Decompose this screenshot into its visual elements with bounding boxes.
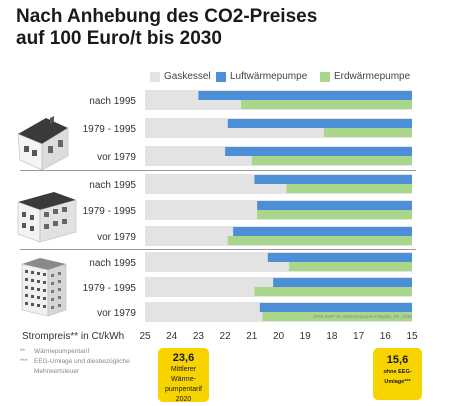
category-label-5: 1979 - 1995 (83, 206, 137, 217)
legend-swatch-erdwaermepumpe (320, 71, 330, 82)
bar-luftwaermepumpe-5 (257, 201, 412, 210)
callout-1-label-line1: Mittlerer (170, 366, 197, 373)
bars-layer (145, 90, 412, 322)
callout-1-label-line4: 2020 (175, 396, 192, 403)
callout-2-value: 15,6 (386, 354, 409, 366)
legend-label-erdwaermepumpe: Erdwärmepumpe (334, 71, 411, 82)
footnote-1-text: Wärmepumpentarif (34, 348, 90, 355)
apartment-tower-icon (21, 258, 67, 317)
chart-legend: Gaskessel Luftwärmepumpe Erdwärmepumpe (150, 71, 430, 85)
callout-1-label-line2: Wärme- (171, 376, 196, 383)
legend-item-luftwaermepumpe: Luftwärmepumpe (216, 71, 307, 82)
bar-luftwaermepumpe-4 (254, 175, 412, 184)
legend-item-gaskessel: Gaskessel (150, 71, 211, 82)
callout-without-eeg-levy: 15,6 ohne EEG- Umlage*** (373, 348, 422, 400)
category-label-9: vor 1979 (97, 308, 136, 319)
single-family-house-icon (17, 116, 69, 171)
category-label-8: 1979 - 1995 (83, 283, 137, 294)
bar-erdwaermepumpe-9 (262, 312, 412, 321)
bar-luftwaermepumpe-1 (198, 91, 412, 100)
bar-erdwaermepumpe-6 (227, 236, 412, 245)
footnote-1: ** Wärmepumpentarif (20, 347, 130, 357)
callout-2-label-line1: ohne EEG- (383, 369, 412, 375)
legend-swatch-gaskessel (150, 71, 160, 82)
bar-luftwaermepumpe-9 (259, 303, 412, 312)
x-tick-label-23: 23 (193, 331, 205, 342)
footnote-3-text: Mehrwertsteuer (34, 368, 80, 375)
bar-luftwaermepumpe-6 (233, 227, 412, 236)
category-label-7: nach 1995 (89, 258, 136, 269)
bar-erdwaermepumpe-4 (286, 184, 412, 193)
footnote-3-mark (20, 367, 34, 377)
legend-swatch-luftwaermepumpe (216, 71, 226, 82)
x-axis-label: Strompreis** in Ct/kWh (22, 331, 124, 342)
multi-family-house-icon (17, 192, 77, 243)
category-label-4: nach 1995 (89, 180, 136, 191)
x-tick-label-17: 17 (353, 331, 365, 342)
chart-title: Nach Anhebung des CO2-Preises auf 100 Eu… (16, 6, 317, 50)
bar-erdwaermepumpe-1 (241, 100, 412, 109)
bar-erdwaermepumpe-3 (251, 156, 412, 165)
x-tick-label-15: 15 (406, 331, 418, 342)
callout-1-value: 23,6 (172, 352, 195, 364)
x-tick-label-25: 25 (139, 331, 151, 342)
category-label-1: nach 1995 (89, 96, 136, 107)
x-tick-label-22: 22 (220, 331, 232, 342)
footnote-2-mark: *** (20, 358, 28, 365)
category-label-2: 1979 - 1995 (83, 124, 137, 135)
x-tick-label-18: 18 (326, 331, 338, 342)
x-tick-label-20: 20 (273, 331, 285, 342)
bar-erdwaermepumpe-5 (257, 210, 412, 219)
chart-title-line2: auf 100 Euro/t bis 2030 (16, 28, 222, 49)
chart-title-line1: Nach Anhebung des CO2-Preises (16, 6, 318, 27)
x-tick-label-16: 16 (380, 331, 392, 342)
bar-luftwaermepumpe-7 (267, 253, 412, 262)
callout-2-label-line2: Umlage*** (384, 379, 411, 385)
x-tick-label-21: 21 (246, 331, 258, 342)
building-icons (17, 116, 77, 317)
category-label-3: vor 1979 (97, 152, 136, 163)
footnote-3: Mehrwertsteuer (20, 367, 130, 377)
category-labels: nach 1995 1979 - 1995 vor 1979 nach 1995 197… (83, 96, 137, 319)
bar-erdwaermepumpe-7 (289, 262, 412, 271)
bar-luftwaermepumpe-3 (225, 147, 412, 156)
x-tick-label-19: 19 (300, 331, 312, 342)
group-separators (20, 170, 416, 250)
bar-luftwaermepumpe-8 (273, 278, 412, 287)
legend-label-luftwaermepumpe: Luftwärmepumpe (230, 71, 308, 82)
source-note: ©FIE BWP-01 Wärmepumpen-Faltplan_RF_3030 (313, 313, 412, 319)
footnote-2: *** EEG-Umlage und diesbezügliche (20, 357, 130, 367)
category-label-6: vor 1979 (97, 232, 136, 243)
legend-label-gaskessel: Gaskessel (164, 71, 211, 82)
bar-erdwaermepumpe-8 (254, 287, 412, 296)
callout-mean-heat-pump-tariff: 23,6 Mittlerer Wärme- pumpentarif 2020 (158, 348, 209, 403)
x-tick-label-24: 24 (166, 331, 178, 342)
legend-item-erdwaermepumpe: Erdwärmepumpe (320, 71, 410, 82)
x-axis-ticks: 25 24 23 22 21 20 19 18 17 16 15 (139, 331, 418, 342)
bar-erdwaermepumpe-2 (323, 128, 412, 137)
footnote-2-text: EEG-Umlage und diesbezügliche (34, 358, 130, 365)
footnotes: ** Wärmepumpentarif *** EEG-Umlage und d… (20, 347, 130, 377)
footnote-1-mark: ** (20, 348, 26, 355)
bar-luftwaermepumpe-2 (227, 119, 412, 128)
callout-1-label-line3: pumpentarif (165, 386, 202, 393)
